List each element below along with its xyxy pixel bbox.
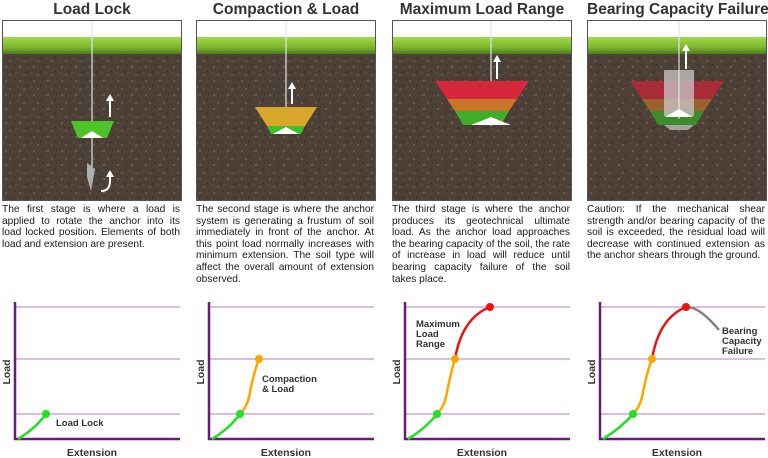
stage-title: Maximum Load Range bbox=[399, 1, 565, 18]
x-axis-label: Extension bbox=[67, 447, 117, 458]
point-compaction bbox=[451, 355, 459, 363]
stage-title: Load Lock bbox=[53, 1, 131, 18]
curve-compaction bbox=[436, 358, 457, 415]
point-compaction bbox=[648, 355, 656, 363]
annotation-label: Load Lock bbox=[56, 418, 104, 429]
curve-load-lock bbox=[407, 413, 438, 441]
curve-compaction bbox=[632, 358, 654, 415]
anchor-plate-icon bbox=[81, 131, 103, 138]
curve-load-lock bbox=[17, 413, 48, 441]
stage-description: Caution: If the mechanical shear strengt… bbox=[587, 204, 765, 262]
soil-scene-illustration bbox=[196, 20, 376, 201]
y-axis-label: Load bbox=[196, 359, 207, 384]
point-max-load bbox=[486, 303, 494, 311]
curve-max-load bbox=[453, 305, 491, 360]
annotation-label: Maximum Load Range bbox=[416, 319, 462, 350]
soil-scene-illustration bbox=[2, 20, 182, 201]
arrow-up-icon bbox=[682, 44, 690, 69]
soil-scene-illustration bbox=[587, 20, 767, 201]
annotation-label: Compaction & Load bbox=[262, 374, 320, 395]
grass-layer bbox=[588, 37, 766, 54]
curve-failure bbox=[685, 305, 720, 331]
anchor-plate-icon bbox=[273, 127, 299, 134]
stage-description: The third stage is where the anchor prod… bbox=[392, 204, 570, 285]
stage-maximum-load-range: Maximum Load Range The third stage is wh… bbox=[392, 0, 572, 458]
x-axis-label: Extension bbox=[457, 447, 507, 458]
soil-scene-illustration bbox=[392, 20, 572, 201]
stage-compaction-load: Compaction & Load The second stage is wh… bbox=[196, 0, 376, 458]
curve-load-lock bbox=[602, 413, 634, 441]
soil-frustum-orange bbox=[255, 107, 317, 126]
soil-frustum-red bbox=[435, 81, 529, 99]
point-compaction bbox=[255, 355, 263, 363]
x-axis-label: Extension bbox=[261, 447, 311, 458]
point-max-load bbox=[682, 303, 690, 311]
soil-frustum-green bbox=[71, 121, 114, 138]
arrow-up-icon bbox=[106, 94, 114, 117]
curve-max-load bbox=[650, 305, 687, 360]
annotation-label: Bearing Capacity Failure bbox=[722, 326, 764, 357]
load-extension-chart: Load Lock Load Extension bbox=[2, 296, 182, 458]
stage-description: The first stage is where a load is appli… bbox=[2, 204, 180, 250]
rotate-arrow-icon bbox=[100, 170, 114, 192]
arrow-up-icon bbox=[288, 82, 296, 104]
y-axis-label: Load bbox=[587, 359, 598, 384]
anchor-unlocked-icon bbox=[87, 163, 95, 191]
point-load-lock bbox=[42, 410, 50, 418]
stage-title: Bearing Capacity Failure bbox=[587, 1, 768, 18]
grass-layer bbox=[393, 37, 571, 54]
load-extension-chart: Compaction & Load Load Extension bbox=[196, 296, 376, 458]
soil-frustum-orange bbox=[447, 99, 517, 111]
curve-compaction bbox=[239, 358, 261, 415]
anchor-plate-icon bbox=[665, 109, 693, 117]
point-load-lock bbox=[629, 410, 637, 418]
point-load-lock bbox=[236, 410, 244, 418]
soil-layer bbox=[393, 54, 571, 200]
stage-load-lock: Load Lock The first stage is where a loa… bbox=[2, 0, 182, 458]
curve-load-lock bbox=[211, 413, 242, 441]
load-extension-chart: Maximum Load Range Load Extension bbox=[392, 296, 572, 458]
x-axis-label: Extension bbox=[652, 447, 702, 458]
y-axis-label: Load bbox=[2, 359, 13, 384]
point-load-lock bbox=[433, 410, 441, 418]
stage-description: The second stage is where the anchor sys… bbox=[196, 204, 374, 285]
stage-title: Compaction & Load bbox=[212, 1, 360, 18]
arrow-up-icon bbox=[493, 55, 501, 79]
stage-bearing-capacity-failure: Bearing Capacity Failure Caution: If the… bbox=[587, 0, 768, 458]
y-axis-label: Load bbox=[392, 359, 403, 384]
load-extension-chart: Bearing Capacity Failure Load Extension bbox=[587, 296, 767, 458]
anchor-plate-icon bbox=[471, 117, 511, 125]
